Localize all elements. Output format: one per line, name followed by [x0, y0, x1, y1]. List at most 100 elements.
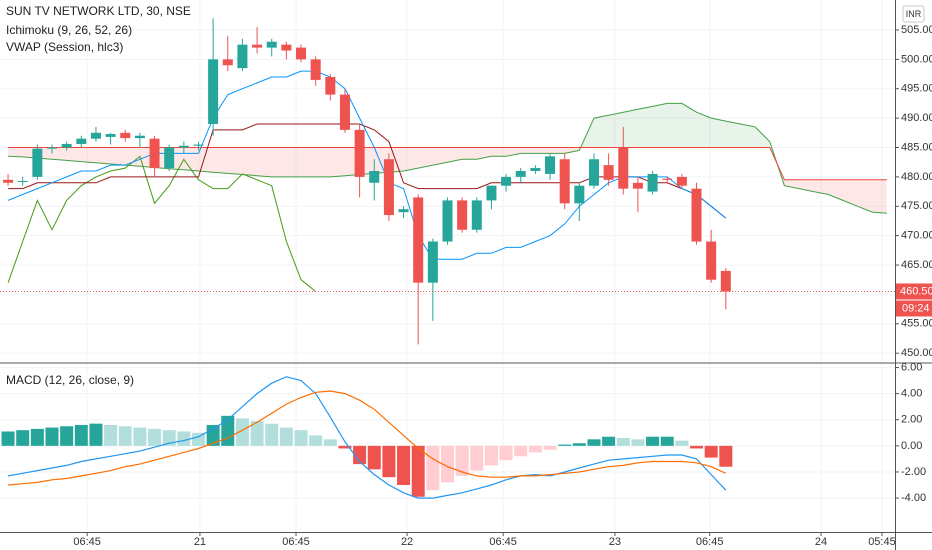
cloud-fill: [843, 179, 858, 207]
cloud-fill: [564, 147, 580, 154]
candle-body: [134, 135, 145, 139]
y-tick-label: 480.00: [901, 171, 932, 183]
histogram-bar: [499, 445, 513, 461]
cloud-fill: [857, 179, 873, 213]
x-tick-label: 23: [609, 536, 621, 548]
histogram-bar: [323, 439, 337, 446]
cloud-fill: [213, 147, 228, 174]
histogram-bar: [338, 445, 352, 449]
chart-title: SUN TV NETWORK LTD, 30, NSE: [6, 4, 191, 18]
currency-label[interactable]: INR: [906, 9, 922, 19]
histogram-bar: [484, 445, 498, 466]
candle-body: [120, 132, 131, 139]
y-tick-label: 490.00: [901, 112, 932, 124]
cloud-fill: [227, 147, 243, 175]
cloud-fill: [462, 147, 477, 160]
candle-body: [603, 165, 614, 180]
candle-body: [559, 159, 570, 204]
y-tick-label: 4.00: [901, 388, 922, 400]
candle-body: [325, 76, 336, 95]
x-tick-label: 06:45: [696, 536, 724, 548]
cloud-fill: [652, 103, 668, 148]
cloud-fill: [271, 147, 287, 177]
histogram-bar: [367, 445, 381, 470]
y-tick-label: 470.00: [901, 230, 932, 242]
candle-body: [339, 94, 350, 130]
candle-body: [486, 185, 497, 201]
histogram-bar: [704, 445, 718, 458]
candle-body: [178, 145, 189, 148]
candle-body: [76, 138, 87, 144]
candle-body: [237, 44, 248, 69]
cloud-fill: [667, 103, 682, 148]
candle-body: [193, 144, 204, 146]
cloud-fill: [447, 147, 463, 163]
histogram-bar: [235, 418, 249, 446]
histogram-bar: [30, 428, 44, 446]
histogram-bar: [353, 445, 367, 465]
cloud-fill: [550, 147, 565, 154]
grid: [0, 0, 899, 536]
histogram-bar: [426, 445, 440, 491]
candle-body: [632, 182, 643, 189]
histogram-bar: [294, 430, 308, 446]
last-price-label: 460.50: [900, 285, 932, 297]
histogram-bar: [265, 423, 279, 446]
x-tick-label: 05:45: [868, 536, 896, 548]
histogram-bar: [558, 444, 572, 446]
cloud-fill: [257, 147, 272, 177]
candle-body: [676, 176, 687, 186]
histogram-bar: [89, 423, 103, 446]
histogram-bar: [191, 432, 205, 446]
cloud-fill: [183, 147, 199, 171]
countdown-box: [896, 300, 932, 317]
candle-body: [90, 132, 101, 139]
cloud-fill: [286, 147, 301, 177]
candle-body: [383, 159, 394, 216]
histogram-bar: [602, 436, 616, 446]
cloud-fill: [637, 106, 653, 148]
x-tick-label: 21: [194, 536, 206, 548]
histogram-bar: [148, 428, 162, 446]
cloud-fill: [520, 147, 536, 154]
y-tick-label: 475.00: [901, 200, 932, 212]
cloud-fill: [403, 147, 419, 171]
cloud-fill: [813, 179, 829, 195]
candle-body: [61, 143, 72, 148]
candle-body: [647, 173, 658, 192]
histogram-bar: [572, 443, 586, 446]
candle-body: [369, 171, 380, 183]
candle-body: [32, 148, 43, 177]
histogram-bar: [455, 445, 469, 476]
cloud-fill: [740, 124, 756, 148]
y-tick-label: 450.00: [901, 347, 932, 359]
x-tick-label: 22: [401, 536, 413, 548]
histogram-bar: [250, 421, 264, 446]
histogram-bar: [470, 445, 484, 471]
histogram-bar: [221, 415, 235, 446]
candle-body: [545, 156, 556, 174]
y-tick-label: 6.00: [901, 361, 922, 373]
candle-body: [720, 270, 731, 292]
candle-body: [3, 179, 14, 183]
y-tick-label: -4.00: [901, 492, 926, 504]
histogram-bar: [631, 439, 645, 446]
histogram-bar: [382, 445, 396, 478]
cloud-fill: [8, 147, 23, 157]
candle-body: [252, 44, 263, 48]
cloud-fill: [66, 147, 82, 162]
candle-body: [47, 147, 58, 149]
cloud-fill: [110, 147, 126, 166]
histogram-bar: [441, 445, 454, 483]
cloud-fill: [725, 121, 741, 148]
candle-body: [515, 171, 526, 177]
histogram-bar: [45, 427, 59, 446]
currency-button[interactable]: [902, 5, 925, 23]
cloud-fill: [52, 147, 67, 161]
y-tick-label: 485.00: [901, 141, 932, 153]
candle-body: [618, 147, 629, 189]
cloud-fill: [315, 147, 331, 177]
candle-body: [530, 168, 541, 172]
histogram-bar: [528, 445, 542, 453]
candle-body: [354, 129, 365, 177]
